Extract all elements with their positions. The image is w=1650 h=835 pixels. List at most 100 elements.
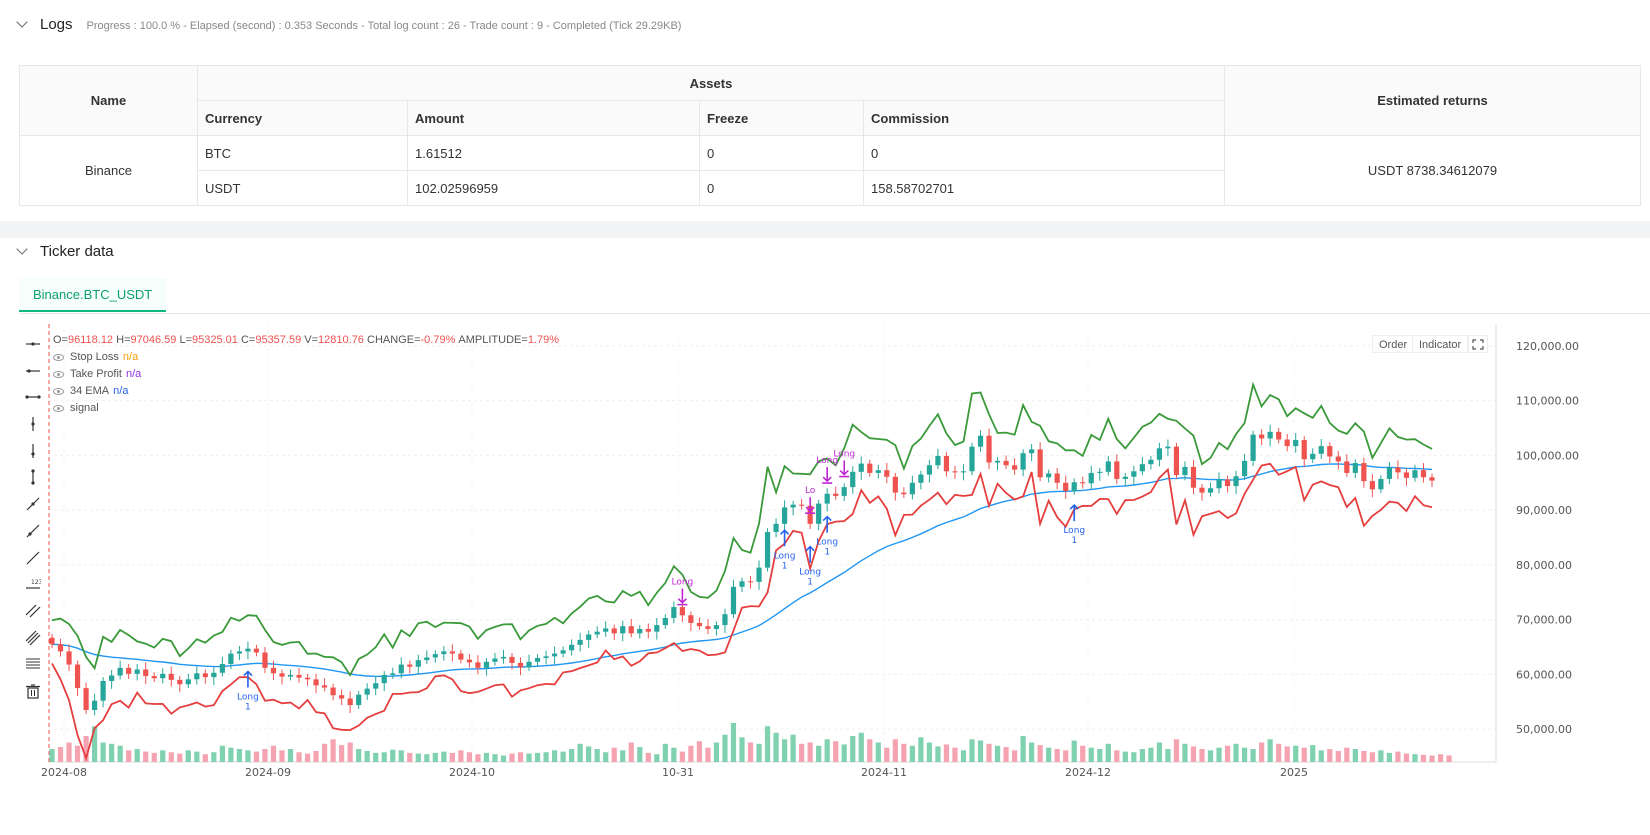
volume-bar (1071, 740, 1077, 762)
candle-body (1003, 460, 1009, 466)
legend-name: Take Profit (70, 368, 122, 380)
legend-34-ema[interactable]: 34 EMA n/a (53, 383, 559, 400)
vertical-line-tool-icon[interactable] (24, 415, 42, 433)
amplitude-label: AMPLITUDE= (458, 334, 528, 346)
candle-body (654, 625, 660, 632)
vertical-ray-tool-icon[interactable] (24, 442, 42, 460)
candle-body (262, 652, 268, 668)
volume-bar (313, 750, 319, 762)
indicator-button[interactable]: Indicator (1412, 335, 1469, 353)
open-value: 96118.12 (67, 334, 114, 346)
ray-tool-icon[interactable] (24, 522, 42, 540)
volume-bar (253, 751, 260, 762)
parallel-channel-tool-icon[interactable] (24, 602, 42, 620)
volume-bar (645, 752, 651, 762)
candle-body (1054, 473, 1060, 483)
volume-bar (628, 742, 634, 762)
horizontal-segment-tool-icon[interactable] (24, 388, 42, 406)
volume-bar (1156, 742, 1163, 762)
candle-body (909, 482, 915, 495)
volume-bar (185, 750, 191, 762)
volume-bar (83, 736, 89, 762)
candle-body (1395, 467, 1401, 473)
volume-bar (74, 745, 81, 762)
pitchfork-tool-icon[interactable] (24, 629, 42, 647)
candle-body (696, 622, 703, 627)
order-button[interactable]: Order (1372, 335, 1415, 353)
candle-body (1046, 473, 1052, 478)
chevron-down-icon[interactable] (16, 243, 28, 255)
candle-body (381, 674, 387, 684)
candle-body (1267, 431, 1273, 439)
candlestick-chart[interactable]: 120,000.00 110,000.00 100,000.00 90,000.00 8… (0, 318, 1650, 835)
ticker-header[interactable]: Ticker data (16, 243, 114, 260)
candle-body (66, 651, 72, 665)
candle-body (287, 674, 294, 677)
volume-bar (764, 726, 771, 762)
trash-icon[interactable] (24, 682, 42, 700)
vertical-segment-tool-icon[interactable] (24, 468, 42, 486)
chart-legend: O= 96118.12 H= 97046.59 L= 95325.01 C= 95357… (53, 332, 559, 417)
candle-body (679, 607, 685, 616)
candle-body (304, 677, 311, 680)
logs-header[interactable]: Logs Progress : 100.0 % - Elapsed (secon… (16, 16, 681, 33)
volume-bar (1011, 750, 1018, 762)
legend-take-profit[interactable]: Take Profit n/a (53, 366, 559, 383)
legend-signal[interactable]: signal (53, 400, 559, 417)
horizontal-line-tool-icon[interactable] (24, 335, 42, 353)
candle-body (1224, 479, 1231, 487)
candle-body (475, 662, 481, 668)
eye-icon[interactable] (53, 405, 64, 412)
volume-bar (1020, 736, 1026, 762)
y-tick-label: 70,000.00 (1516, 614, 1572, 627)
candle-body (126, 667, 132, 674)
tab-binance-btc-usdt[interactable]: Binance.BTC_USDT (19, 278, 167, 312)
volume-bar (901, 743, 907, 762)
candle-body (91, 700, 98, 710)
fullscreen-button[interactable] (1468, 335, 1488, 353)
volume-bar (1046, 747, 1052, 762)
segment-tool-icon[interactable] (24, 549, 42, 567)
candle-body (1250, 434, 1256, 461)
candle-body (330, 687, 336, 696)
candle-body (1386, 467, 1393, 479)
candle-body (986, 435, 992, 463)
volume-bar (560, 751, 566, 762)
volume-bar (1105, 743, 1111, 762)
price-range-tool-icon[interactable]: 123 (24, 575, 42, 593)
volume-bar (1054, 749, 1060, 762)
candle-body (994, 460, 1001, 463)
signal-label: Long (1063, 526, 1085, 536)
chevron-down-icon[interactable] (16, 16, 28, 28)
eye-icon[interactable] (53, 354, 64, 361)
volume-label: V= (304, 334, 319, 346)
volume-bar (407, 752, 413, 762)
signal-label: Long (833, 450, 855, 460)
close-signal-arrow (677, 588, 688, 606)
exchange-cell: Binance (19, 135, 198, 206)
volume-bar (117, 745, 123, 762)
volume-bar (807, 742, 813, 762)
legend-stop-loss[interactable]: Stop Loss n/a (53, 349, 559, 366)
volume-bar (773, 732, 779, 762)
volume-bar (304, 753, 311, 762)
eye-icon[interactable] (53, 371, 64, 378)
trend-line-tool-icon[interactable] (24, 495, 42, 513)
volume-bar (1250, 749, 1256, 762)
x-tick-label: 2025 (1280, 766, 1308, 779)
volume-bar (381, 752, 387, 762)
candle-body (551, 653, 558, 657)
table-row: Binance BTC 1.61512 0 0 USDT 8738.346120… (19, 135, 1641, 206)
horizontal-ray-tool-icon[interactable] (24, 362, 42, 380)
candle-body (1071, 482, 1077, 491)
close-label: C= (240, 334, 256, 346)
volume-bar (390, 749, 396, 762)
eye-icon[interactable] (53, 388, 64, 395)
fib-retracement-tool-icon[interactable] (24, 655, 42, 673)
ticker-panel: Ticker data Binance.BTC_USDT 120,000.00 1… (0, 238, 1650, 835)
candle-body (83, 688, 89, 710)
volume-bar (1327, 749, 1333, 762)
candle-body (977, 435, 984, 447)
candle-body (1037, 449, 1043, 478)
candle-body (603, 628, 609, 632)
